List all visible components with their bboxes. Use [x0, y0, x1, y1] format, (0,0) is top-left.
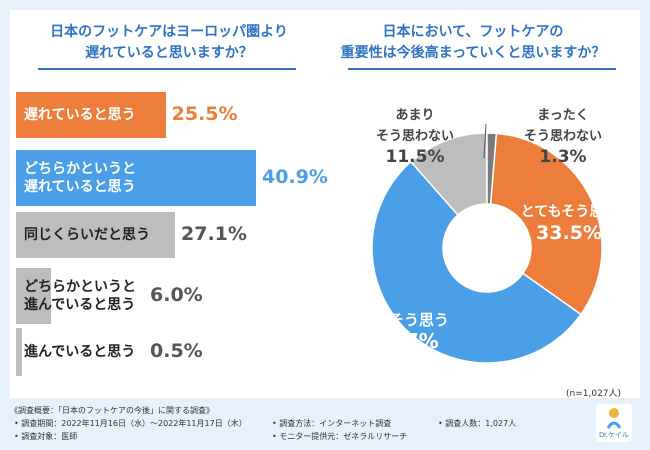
- bar-2: どちらかというと 遅れていると思う: [16, 150, 256, 206]
- donut-slice-1: [489, 132, 603, 316]
- bar-category-label: 同じくらいだと思う: [24, 227, 150, 243]
- donut-value-label: 11.5%: [385, 147, 445, 167]
- donut-category-label: まあそう思う: [358, 311, 449, 329]
- bar-category-label: どちらかというと 遅れていると思う: [24, 161, 136, 195]
- footer-method: • 調査方法：インターネット調査: [272, 419, 392, 428]
- bar-value-label: 0.5%: [150, 340, 203, 362]
- bar-value-label: 25.5%: [171, 103, 238, 125]
- logo-text: Dr.ケイル: [599, 431, 629, 439]
- bar-5: 進んでいると思う: [16, 328, 144, 376]
- donut-value-label: 1.3%: [539, 147, 587, 167]
- footer-period: • 調査期間：2022年11月16日（水）〜2022年11月17日（木）: [14, 419, 247, 428]
- logo-icon: Dr.ケイル: [599, 408, 629, 439]
- pie-chart-question: 日本において、フットケアの 重要性は今後高まっていくと思いますか？: [340, 24, 606, 61]
- footer-overview: 《調査概要：「日本のフットケアの今後」に関する調査》: [10, 406, 214, 415]
- donut-value-label: 53.7%: [369, 329, 439, 353]
- footer-provider: • モニター提供元：ゼネラルリサーチ: [272, 432, 408, 441]
- bar-category-label: どちらかというと 進んでいると思う: [24, 279, 136, 313]
- bar-value-label: 27.1%: [181, 223, 247, 245]
- bar-3: 同じくらいだと思う: [16, 212, 176, 258]
- bar-chart-question: 日本のフットケアはヨーロッパ圏より 遅れていると思いますか？: [50, 24, 288, 61]
- logo: Dr.ケイル: [596, 404, 632, 442]
- pie-chart-question-underline: [348, 68, 616, 70]
- sample-size-note: (n=1,027人): [566, 389, 622, 399]
- bar-1: 遅れていると思う: [16, 92, 166, 138]
- footer-count: • 調査人数：1,027人: [438, 419, 517, 428]
- footer-target: • 調査対象：医師: [14, 432, 78, 441]
- bar-category-label: 進んでいると思う: [24, 344, 136, 360]
- donut-category-label: とてもそう思う: [520, 204, 618, 220]
- bar-value-label: 40.9%: [262, 166, 328, 188]
- bar-category-label: 遅れていると思う: [24, 107, 136, 123]
- donut-slice-2: [371, 160, 582, 364]
- donut-slice-label: まったく そう思わない 1.3%: [488, 105, 638, 168]
- donut-slice-label: あまり そう思わない 11.5%: [356, 105, 474, 168]
- donut-slice-label: まあそう思う 53.7%: [334, 310, 474, 352]
- donut-slice-label: とてもそう思う 33.5%: [510, 202, 628, 244]
- bar-chart-question-underline: [38, 68, 296, 70]
- donut-category-label: あまり そう思わない: [375, 108, 454, 144]
- bar-4: どちらかというと 進んでいると思う: [16, 268, 144, 324]
- donut-value-label: 33.5%: [536, 222, 602, 244]
- donut-category-label: まったく そう思わない: [523, 108, 602, 144]
- donut-leader-line: [483, 123, 487, 159]
- donut-slice-4: [486, 132, 498, 205]
- bar-value-label: 6.0%: [150, 284, 203, 306]
